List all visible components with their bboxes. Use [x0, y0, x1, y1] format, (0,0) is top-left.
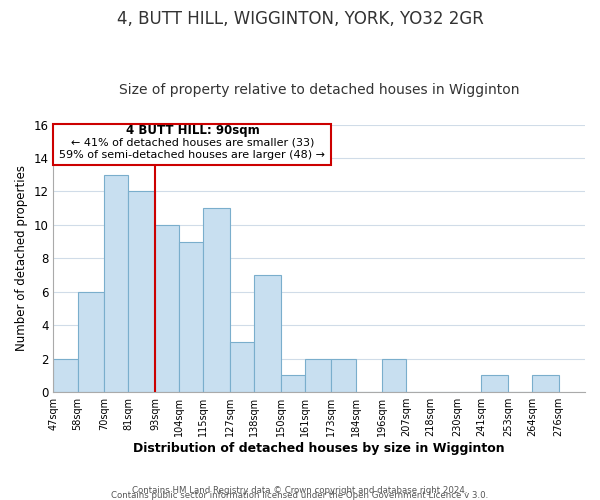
Bar: [104, 174, 128, 392]
Text: 4, BUTT HILL, WIGGINTON, YORK, YO32 2GR: 4, BUTT HILL, WIGGINTON, YORK, YO32 2GR: [116, 10, 484, 28]
Text: Contains HM Land Registry data © Crown copyright and database right 2024.: Contains HM Land Registry data © Crown c…: [132, 486, 468, 495]
Bar: [203, 208, 230, 392]
Bar: [331, 359, 356, 392]
Bar: [305, 359, 331, 392]
Bar: [230, 342, 254, 392]
Text: 59% of semi-detached houses are larger (48) →: 59% of semi-detached houses are larger (…: [59, 150, 325, 160]
Bar: [281, 376, 305, 392]
X-axis label: Distribution of detached houses by size in Wigginton: Distribution of detached houses by size …: [133, 442, 505, 455]
Bar: [179, 242, 203, 392]
Bar: [532, 376, 559, 392]
Bar: [53, 359, 77, 392]
Bar: [481, 376, 508, 392]
Text: 4 BUTT HILL: 90sqm: 4 BUTT HILL: 90sqm: [125, 124, 259, 137]
Bar: [128, 192, 155, 392]
Text: Contains public sector information licensed under the Open Government Licence v : Contains public sector information licen…: [112, 490, 488, 500]
Y-axis label: Number of detached properties: Number of detached properties: [15, 166, 28, 352]
Title: Size of property relative to detached houses in Wigginton: Size of property relative to detached ho…: [119, 83, 520, 97]
Bar: [155, 225, 179, 392]
Bar: [382, 359, 406, 392]
Bar: [254, 275, 281, 392]
FancyBboxPatch shape: [53, 124, 331, 164]
Text: ← 41% of detached houses are smaller (33): ← 41% of detached houses are smaller (33…: [71, 138, 314, 148]
Bar: [77, 292, 104, 392]
